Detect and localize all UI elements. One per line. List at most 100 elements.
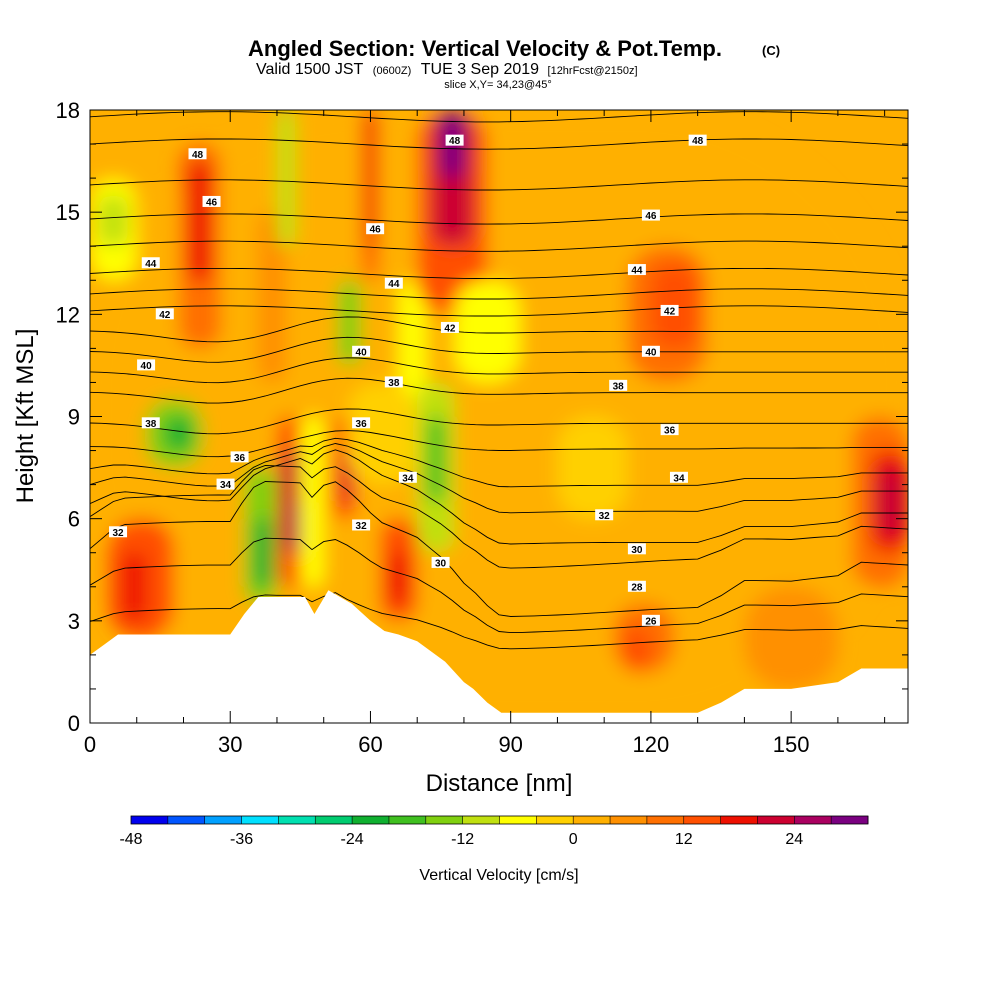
- isentrope-label-bg: [188, 148, 207, 160]
- isentrope-label-text: 30: [631, 545, 643, 556]
- slice-info: slice X,Y= 34,23@45°: [444, 79, 552, 91]
- isentrope-label-text: 42: [159, 310, 171, 321]
- colorbar-swatch: [167, 816, 206, 824]
- isentrope-label-text: 32: [599, 511, 611, 522]
- isentrope-label-text: 32: [356, 521, 368, 532]
- velocity-cell: [454, 280, 521, 383]
- colorbar-tick-label: -24: [341, 831, 364, 848]
- isentrope-line: [90, 240, 908, 252]
- isentrope-label-bg: [141, 417, 160, 429]
- isentrope-label: 40: [137, 359, 156, 372]
- isentrope-label-bg: [216, 478, 235, 490]
- isentrope-label: 42: [660, 304, 679, 317]
- isentrope-label: 34: [216, 478, 235, 491]
- isentrope-label-text: 40: [141, 361, 153, 372]
- isentrope-line: [90, 336, 908, 363]
- isentrope-label-bg: [352, 519, 371, 531]
- colorbar-swatch: [131, 816, 169, 824]
- isentrope-label-text: 38: [613, 381, 625, 392]
- isentrope-label: 38: [141, 417, 160, 430]
- isentrope-label-text: 38: [388, 378, 400, 389]
- x-tick-label: 0: [84, 732, 96, 757]
- isentrope-label-text: 44: [145, 259, 157, 270]
- isentrope-label: 34: [669, 471, 688, 484]
- x-tick-label: 30: [218, 732, 242, 757]
- isentrope-label: 48: [188, 148, 207, 161]
- chart-title: Angled Section: Vertical Velocity & Pot.…: [248, 36, 722, 61]
- y-tick-label: 9: [68, 405, 80, 430]
- isentrope-label: 38: [384, 376, 403, 389]
- isentrope-line: [90, 449, 908, 545]
- colorbar-tick-label: 24: [785, 831, 803, 848]
- isentrope-line: [90, 316, 908, 343]
- isentrope-label: 46: [202, 195, 221, 208]
- valid-line: Valid 1500 JST (0600Z) TUE 3 Sep 2019 [1…: [256, 61, 638, 78]
- isentrope-label-text: 26: [645, 616, 657, 627]
- isentrope-line: [90, 481, 908, 617]
- colorbar-swatch: [278, 816, 316, 824]
- plot-area: 48 48 48 46 46 46 44 44 44 42 42 42 40 40 40 38 38 38 36 36…: [90, 110, 908, 723]
- isentrope-line: [90, 592, 908, 650]
- isentrope-label-text: 38: [145, 419, 157, 430]
- isentrope-label-text: 46: [206, 197, 218, 208]
- y-tick-label: 15: [56, 200, 80, 225]
- velocity-cell: [99, 195, 128, 247]
- isentrope-line: [90, 537, 908, 634]
- isentrope-line: [90, 267, 908, 280]
- isentrope-label-bg: [398, 471, 417, 483]
- terrain-mask: [90, 590, 908, 723]
- velocity-cell: [557, 416, 628, 519]
- isentrope-label: 26: [641, 614, 660, 627]
- isentrope-line: [90, 437, 908, 488]
- velocity-cell: [426, 416, 446, 502]
- isentrope-label-text: 32: [112, 528, 124, 539]
- isentrope-label-bg: [230, 451, 249, 463]
- isentrope-label: 30: [627, 543, 646, 556]
- isentrope-label-bg: [669, 471, 688, 483]
- velocity-cell: [276, 110, 296, 247]
- velocity-cell: [337, 280, 362, 366]
- isentrope-label: 44: [627, 264, 646, 277]
- isentrope-label-text: 48: [692, 136, 704, 147]
- colorbar-tick-label: -48: [119, 831, 142, 848]
- isentrope-label-text: 36: [664, 426, 676, 437]
- isentrope-label-text: 48: [192, 150, 204, 161]
- isentrope-label: 48: [688, 134, 707, 147]
- isentrope-label-text: 28: [631, 582, 643, 593]
- colorbar-swatch: [573, 816, 611, 824]
- y-axis-title: Height [Kft MSL]: [12, 329, 39, 504]
- isentrope-label-bg: [627, 264, 646, 276]
- isentrope-label-text: 46: [370, 225, 382, 236]
- isentrope-label-bg: [627, 580, 646, 592]
- x-axis: 0 30 60 90 120 150: [84, 110, 886, 757]
- velocity-cell: [347, 382, 418, 485]
- isentrope-line: [90, 357, 908, 384]
- isentrope-line: [90, 138, 908, 150]
- isentrope-label-text: 34: [402, 473, 414, 484]
- isentrope-label: 34: [398, 471, 417, 484]
- isentrope-line: [90, 288, 908, 300]
- isentrope-label: 40: [352, 345, 371, 358]
- x-tick-label: 120: [633, 732, 670, 757]
- isentrope-label: 46: [366, 223, 385, 236]
- colorbar-swatch: [425, 816, 464, 824]
- colorbar-tick-label: -36: [230, 831, 253, 848]
- isentrope-line: [90, 408, 908, 435]
- isentrope-label-text: 42: [664, 306, 676, 317]
- isentrope-label-bg: [641, 614, 660, 626]
- colorbar-swatch: [683, 816, 722, 824]
- isentrope-label: 30: [431, 556, 450, 569]
- isentrope-label-text: 30: [435, 558, 447, 569]
- colorbar-swatch: [352, 816, 390, 824]
- isentrope-label-text: 34: [673, 473, 685, 484]
- isentrope-label-text: 48: [449, 136, 461, 147]
- velocity-cell: [253, 518, 273, 587]
- isentrope-label-text: 36: [356, 419, 368, 430]
- velocity-cell: [122, 552, 147, 621]
- isentrope-label: 44: [141, 257, 160, 270]
- isentrope-label: 46: [641, 209, 660, 222]
- isentrope-label-bg: [445, 134, 464, 146]
- colorbar-swatch: [499, 816, 537, 824]
- isentrope-label-bg: [595, 509, 614, 521]
- isentrope-line: [90, 430, 908, 458]
